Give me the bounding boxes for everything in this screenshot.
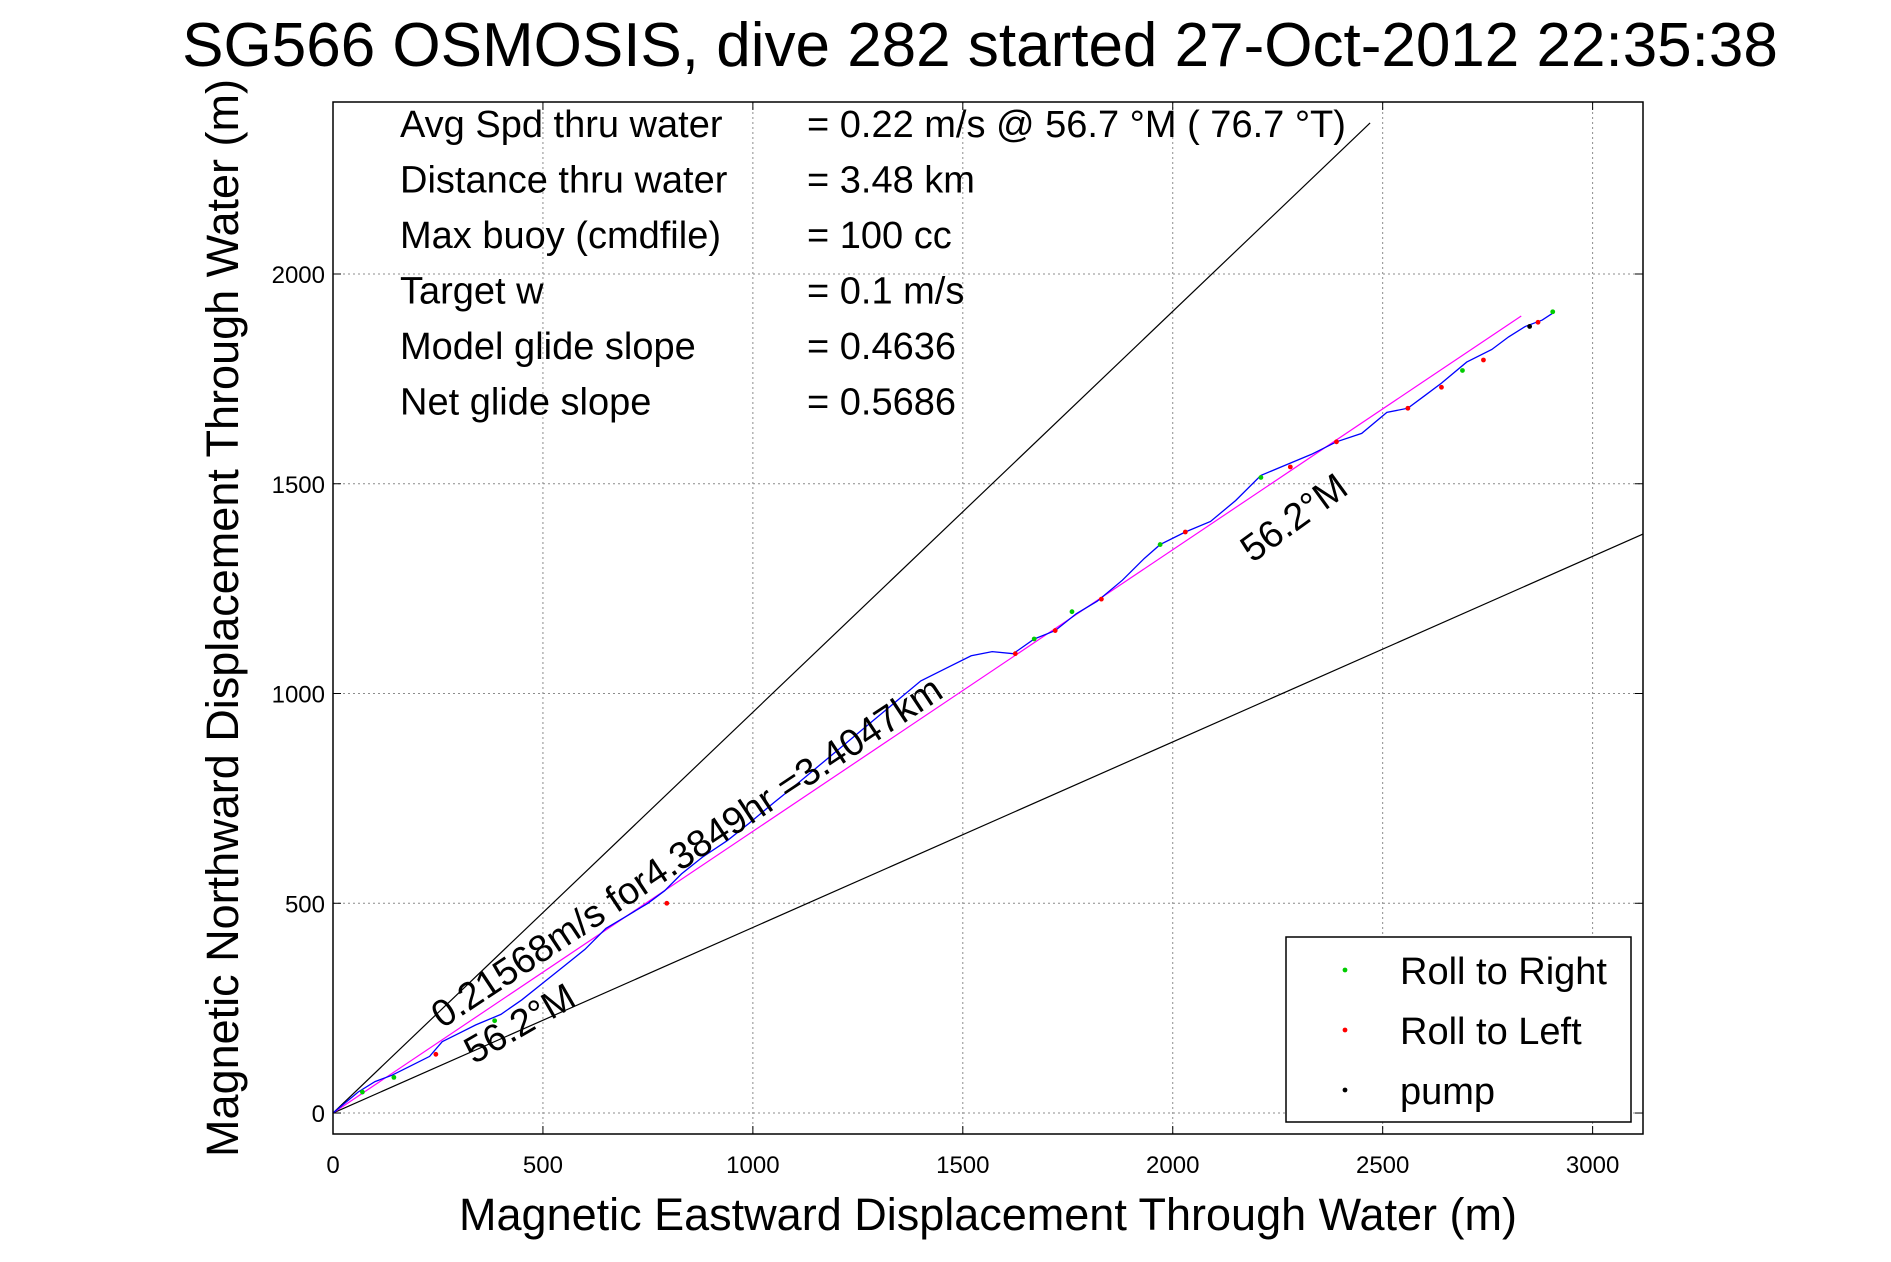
roll-right-point — [1157, 542, 1163, 547]
x-tick-label: 500 — [523, 1152, 563, 1179]
y-axis-label: Magnetic Northward Displacement Through … — [197, 79, 248, 1157]
pump-point — [1527, 324, 1533, 329]
info-label: Max buoy (cmdfile) — [400, 215, 721, 257]
roll-left-point — [664, 900, 670, 906]
legend: Roll to Right Roll to Left pump — [1285, 936, 1632, 1123]
roll-left-point — [1182, 529, 1188, 535]
legend-label: pump — [1400, 1071, 1495, 1113]
roll-left-point — [1481, 357, 1486, 363]
x-tick-label: 2000 — [1146, 1152, 1199, 1179]
y-tick-label: 1000 — [272, 682, 325, 709]
roll-right-point — [1069, 609, 1075, 615]
info-value: = 0.1 m/s — [807, 271, 964, 313]
info-value: = 100 cc — [807, 215, 952, 257]
x-tick-label: 1500 — [936, 1152, 989, 1179]
roll-left-point — [1098, 596, 1104, 602]
ticks: 0 500 1000 1500 2000 2500 3000 0 500 1000 1500 2000 — [272, 102, 1643, 1179]
info-label: Target w — [400, 271, 544, 313]
info-label: Distance thru water — [400, 160, 728, 202]
roll-right-point — [492, 1018, 498, 1024]
y-tick-label: 1500 — [272, 472, 325, 499]
x-tick-label: 3000 — [1566, 1152, 1619, 1179]
upper-bound-line — [332, 122, 1371, 1114]
roll-left-point — [1535, 319, 1541, 325]
x-tick-label: 0 — [326, 1152, 339, 1179]
track-line — [332, 311, 1556, 1114]
roll-left-point — [1439, 384, 1444, 390]
y-tick-label: 500 — [285, 891, 325, 918]
info-label: Net glide slope — [400, 382, 651, 424]
roll-left-point — [1334, 439, 1339, 445]
roll-right-point — [1258, 475, 1264, 480]
info-value: = 3.48 km — [807, 160, 975, 202]
info-value: = 0.22 m/s @ 56.7 °M ( 76.7 °T) — [807, 104, 1346, 146]
legend-label: Roll to Left — [1400, 1011, 1582, 1053]
annotation-label: 56.2°M — [1233, 466, 1355, 571]
y-tick-label: 0 — [312, 1101, 325, 1128]
info-value: = 0.4636 — [807, 326, 956, 368]
lower-bound-line — [332, 533, 1644, 1114]
chart-title: SG566 OSMOSIS, dive 282 started 27-Oct-2… — [182, 11, 1778, 80]
roll-left-point — [1052, 628, 1058, 633]
legend-marker — [1342, 1087, 1348, 1093]
roll-left-point — [1287, 464, 1293, 470]
x-axis-label: Magnetic Eastward Displacement Through W… — [459, 1189, 1517, 1240]
roll-right-point — [1550, 309, 1556, 315]
roll-left-point — [1012, 651, 1018, 657]
plot-frame — [332, 101, 1644, 1135]
x-tick-label: 1000 — [726, 1152, 779, 1179]
info-label: Avg Spd thru water — [400, 104, 723, 146]
info-label: Model glide slope — [400, 326, 696, 368]
roll-right-point — [1031, 636, 1037, 642]
roll-left-point — [1405, 405, 1411, 411]
series — [332, 309, 1556, 1114]
annotation-label: 0.21568m/s for4.3849hr =3.4047km — [424, 669, 950, 1037]
roll-left-point — [433, 1051, 439, 1057]
y-tick-label: 2000 — [272, 262, 325, 289]
info-value: = 0.5686 — [807, 382, 956, 424]
annotations: 0.21568m/s for4.3849hr =3.4047km56.2°M56… — [424, 466, 1356, 1073]
roll-right-point — [359, 1089, 365, 1095]
legend-marker — [1342, 1027, 1348, 1033]
legend-label: Roll to Right — [1400, 951, 1607, 993]
info-block: Avg Spd thru water = 0.22 m/s @ 56.7 °M (… — [400, 104, 1346, 424]
x-tick-label: 2500 — [1356, 1152, 1409, 1179]
roll-right-point — [1460, 368, 1465, 373]
legend-marker — [1342, 967, 1348, 973]
roll-right-point — [391, 1074, 397, 1080]
